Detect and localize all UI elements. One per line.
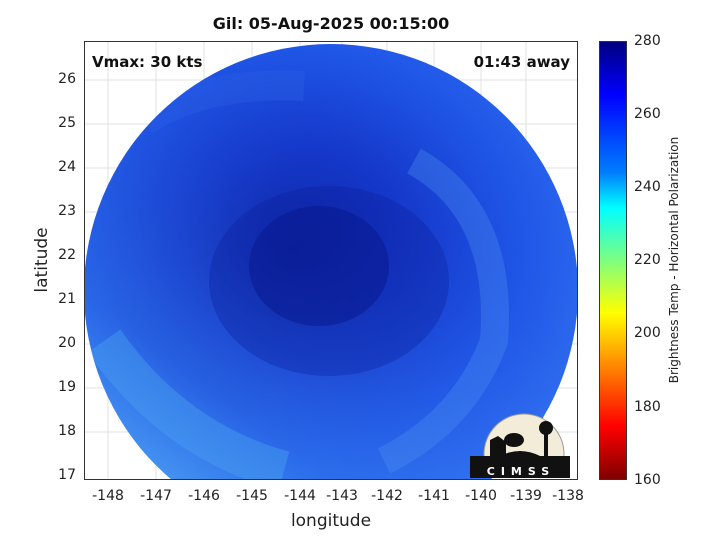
x-tick-label: -146 [188, 488, 220, 504]
x-tick-label: -140 [465, 488, 497, 504]
cimss-logo-text: CIMSS [486, 465, 556, 478]
colorbar [599, 41, 627, 480]
colorbar-tick-label: 280 [634, 33, 661, 49]
y-tick-label: 23 [58, 203, 76, 219]
y-tick-label: 21 [58, 291, 76, 307]
x-tick-label: -145 [236, 488, 268, 504]
y-tick-label: 20 [58, 335, 76, 351]
x-tick-label: -142 [371, 488, 403, 504]
y-tick-label: 26 [58, 71, 76, 87]
x-tick-label: -144 [284, 488, 316, 504]
y-tick-label: 19 [58, 379, 76, 395]
y-tick-label: 25 [58, 115, 76, 131]
colorbar-label: Brightness Temp - Horizontal Polarizatio… [667, 136, 681, 384]
map-plot-area [84, 41, 578, 480]
map-title: Gil: 05-Aug-2025 00:15:00 [212, 14, 450, 33]
time-away-annotation: 01:43 away [473, 53, 570, 71]
x-tick-label: -138 [552, 488, 584, 504]
y-tick-label: 22 [58, 247, 76, 263]
colorbar-tick-label: 160 [634, 472, 661, 488]
y-tick-label: 17 [58, 467, 76, 483]
colorbar-tick-label: 260 [634, 106, 661, 122]
cimss-logo [470, 413, 570, 478]
colorbar-tick-label: 220 [634, 252, 661, 268]
x-tick-label: -143 [326, 488, 358, 504]
colorbar-tick-label: 200 [634, 325, 661, 341]
colorbar-tick-label: 180 [634, 399, 661, 415]
x-tick-label: -139 [510, 488, 542, 504]
x-tick-label: -141 [418, 488, 450, 504]
y-axis-label: latitude [32, 227, 52, 293]
y-tick-label: 18 [58, 423, 76, 439]
colorbar-tick-label: 240 [634, 179, 661, 195]
brightness-temp-swath [84, 41, 578, 480]
x-tick-label: -148 [92, 488, 124, 504]
x-tick-label: -147 [140, 488, 172, 504]
y-tick-label: 24 [58, 159, 76, 175]
vmax-annotation: Vmax: 30 kts [92, 53, 203, 71]
x-axis-label: longitude [290, 511, 372, 531]
